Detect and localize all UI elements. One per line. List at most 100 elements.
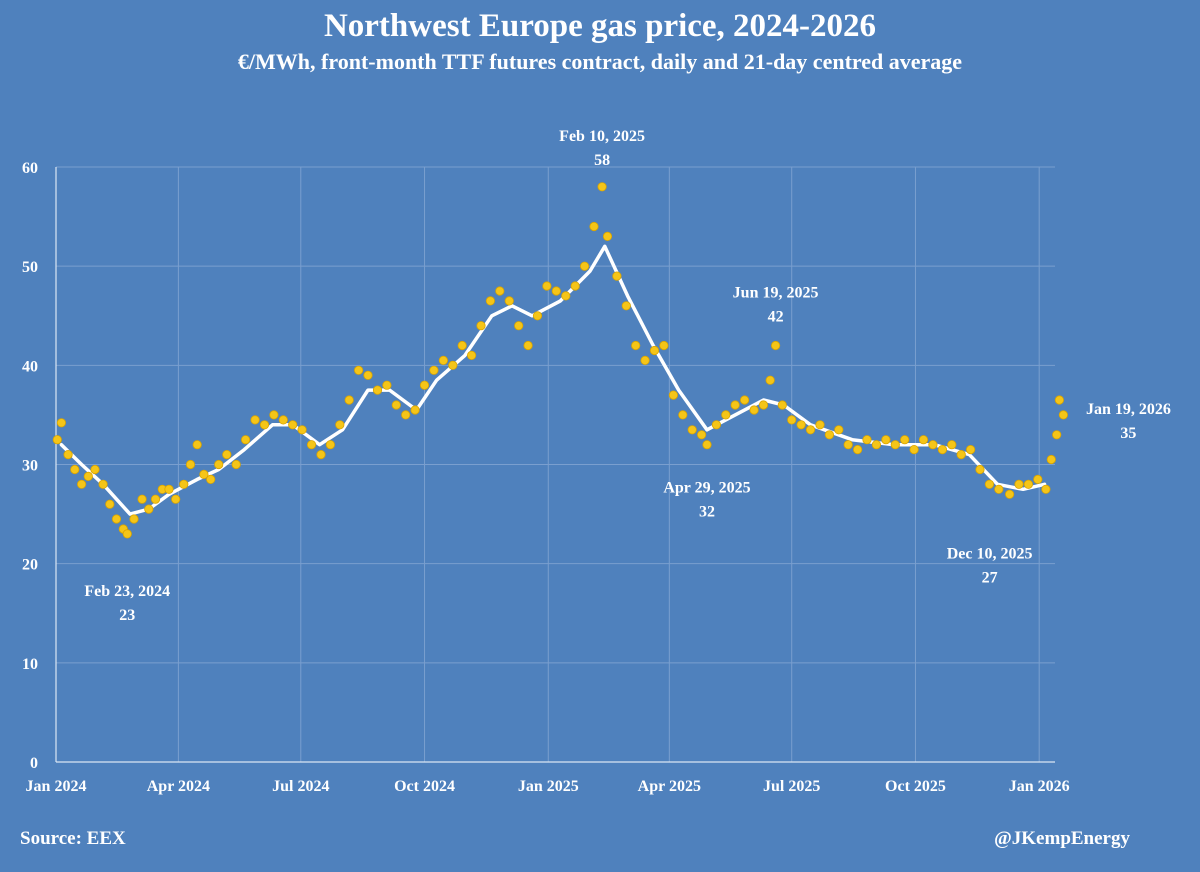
annotation-value: 23 — [119, 607, 135, 624]
daily-price-point — [871, 440, 882, 450]
daily-price-point — [504, 296, 514, 306]
daily-price-point — [787, 415, 797, 425]
daily-price-point — [900, 435, 910, 445]
x-tick-label: Apr 2024 — [147, 778, 210, 795]
y-tick-label: 40 — [22, 358, 38, 375]
daily-price-point — [956, 449, 966, 460]
daily-price-point — [90, 464, 100, 475]
daily-price-point — [514, 321, 524, 331]
daily-price-point — [824, 430, 835, 440]
daily-price-point — [70, 464, 80, 475]
daily-price-point — [98, 479, 108, 489]
daily-price-point — [391, 400, 401, 410]
daily-price-point — [659, 340, 669, 351]
daily-price-point — [696, 430, 707, 440]
daily-price-point — [171, 494, 181, 504]
daily-price-point — [542, 281, 552, 291]
daily-price-point — [668, 390, 679, 400]
daily-price-point — [852, 444, 863, 455]
daily-price-point — [241, 435, 251, 445]
daily-price-point — [83, 471, 93, 481]
daily-price-point — [1054, 395, 1065, 405]
daily-price-point — [63, 449, 73, 460]
daily-price-point — [56, 418, 67, 428]
daily-price-point — [382, 380, 392, 390]
x-tick-label: Jan 2026 — [1009, 778, 1070, 795]
daily-price-point — [372, 385, 383, 395]
daily-price-point — [457, 340, 467, 351]
daily-price-point — [890, 440, 900, 450]
daily-price-point — [192, 440, 202, 450]
annotation-value: 42 — [768, 309, 784, 326]
daily-price-point — [796, 420, 806, 430]
daily-price-point — [429, 365, 439, 375]
daily-price-point — [335, 420, 345, 430]
annotation-date: Jan 19, 2026 — [1086, 401, 1171, 418]
annotation-date: Jun 19, 2025 — [733, 285, 819, 302]
average-line — [59, 244, 1047, 516]
daily-price-point — [278, 415, 288, 425]
daily-price-point — [687, 425, 697, 435]
daily-price-point — [485, 296, 495, 306]
daily-price-point — [994, 484, 1004, 494]
x-tick-label: Jul 2024 — [272, 778, 329, 795]
daily-price-point — [52, 435, 62, 445]
daily-price-point — [579, 261, 590, 271]
y-tick-label: 50 — [22, 259, 38, 276]
daily-price-point — [150, 494, 161, 504]
daily-price-point — [344, 395, 354, 405]
daily-price-point — [523, 340, 533, 351]
daily-price-point — [179, 479, 189, 489]
annotation-date: Dec 10, 2025 — [947, 545, 1033, 562]
daily-price-point — [214, 459, 224, 470]
y-tick-label: 30 — [22, 458, 38, 475]
x-tick-label: Jan 2025 — [518, 778, 579, 795]
annotation-value: 35 — [1120, 425, 1136, 442]
daily-price-point — [770, 340, 781, 351]
daily-price-point — [532, 311, 543, 321]
daily-price-point — [881, 435, 891, 445]
daily-price-point — [1023, 479, 1034, 489]
daily-price-point — [164, 484, 174, 494]
daily-price-point — [730, 400, 740, 410]
daily-price-point — [561, 291, 571, 301]
daily-price-point — [640, 355, 650, 365]
daily-price-point — [222, 449, 232, 460]
daily-price-point — [984, 479, 995, 489]
author-handle: @JKempEnergy — [994, 828, 1130, 849]
daily-price-point — [721, 410, 731, 420]
daily-price-point — [843, 440, 853, 450]
daily-price-point — [111, 514, 122, 524]
x-tick-label: Oct 2025 — [885, 778, 946, 795]
daily-price-point — [928, 440, 938, 450]
x-tick-label: Apr 2025 — [638, 778, 701, 795]
daily-price-point — [129, 514, 139, 524]
daily-price-point — [1041, 484, 1051, 494]
daily-price-point — [589, 221, 599, 232]
daily-price-point — [259, 420, 270, 430]
daily-price-point — [862, 435, 872, 445]
y-tick-label: 0 — [30, 755, 38, 772]
annotation-value: 27 — [982, 569, 998, 586]
chart-subtitle: €/MWh, front-month TTF futures contract,… — [237, 49, 963, 74]
y-tick-label: 20 — [22, 557, 38, 574]
daily-price-point — [739, 395, 750, 405]
daily-price-point — [649, 345, 660, 356]
daily-price-point — [758, 400, 769, 410]
daily-price-point — [419, 380, 430, 390]
daily-price-point — [749, 405, 759, 415]
daily-price-point — [597, 182, 607, 192]
daily-price-point — [711, 420, 722, 430]
annotation-value: 32 — [699, 504, 715, 521]
daily-price-point — [495, 286, 505, 296]
daily-price-point — [1004, 489, 1015, 499]
daily-price-point — [363, 370, 373, 380]
daily-price-point — [702, 440, 712, 450]
daily-price-point — [621, 301, 631, 311]
daily-price-point — [231, 459, 241, 470]
daily-price-point — [206, 474, 216, 484]
y-tick-label: 60 — [22, 160, 38, 177]
daily-price-point — [77, 479, 87, 489]
daily-price-point — [269, 410, 279, 420]
